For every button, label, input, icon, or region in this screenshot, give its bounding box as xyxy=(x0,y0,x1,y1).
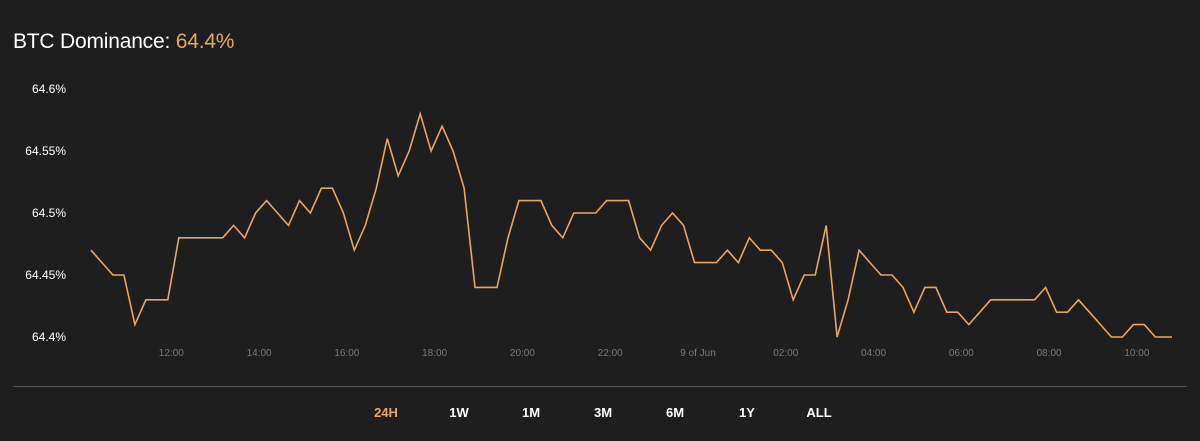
y-tick-label: 64.6% xyxy=(32,82,66,96)
title-label: BTC Dominance: xyxy=(13,30,171,53)
current-value: 64.4% xyxy=(175,30,235,53)
x-tick-label: 9 of Jun xyxy=(680,348,716,359)
tab-1m[interactable]: 1M xyxy=(521,405,541,420)
y-tick-label: 64.45% xyxy=(25,268,66,282)
time-range-tabs: 24H 1W 1M 3M 6M 1Y ALL xyxy=(0,405,1200,427)
x-tick-label: 04:00 xyxy=(861,348,886,359)
x-tick-label: 10:00 xyxy=(1124,348,1149,359)
series-line-0 xyxy=(90,110,1172,338)
y-tick-label: 64.4% xyxy=(32,330,66,344)
line-chart: 64.4% 64.45% 64.5% 64.55% 64.6% 12:00 14:00 16:… xyxy=(13,82,1187,387)
tab-24h[interactable]: 24H xyxy=(374,405,398,420)
x-tick-label: 06:00 xyxy=(949,348,974,359)
tab-all[interactable]: ALL xyxy=(806,405,832,420)
tab-1y[interactable]: 1Y xyxy=(739,405,755,420)
x-tick-label: 16:00 xyxy=(334,348,359,359)
tab-1w[interactable]: 1W xyxy=(449,405,469,420)
chart-title: BTC Dominance: 64.4% xyxy=(13,30,234,54)
x-tick-label: 22:00 xyxy=(598,348,623,359)
x-tick-label: 12:00 xyxy=(159,348,184,359)
y-tick-label: 64.55% xyxy=(25,144,66,158)
tab-6m[interactable]: 6M xyxy=(665,405,685,420)
x-tick-label: 18:00 xyxy=(422,348,447,359)
tab-3m[interactable]: 3M xyxy=(593,405,613,420)
x-tick-label: 02:00 xyxy=(773,348,798,359)
y-tick-label: 64.5% xyxy=(32,206,66,220)
x-tick-label: 08:00 xyxy=(1037,348,1062,359)
x-tick-label: 14:00 xyxy=(247,348,272,359)
x-tick-label: 20:00 xyxy=(510,348,535,359)
